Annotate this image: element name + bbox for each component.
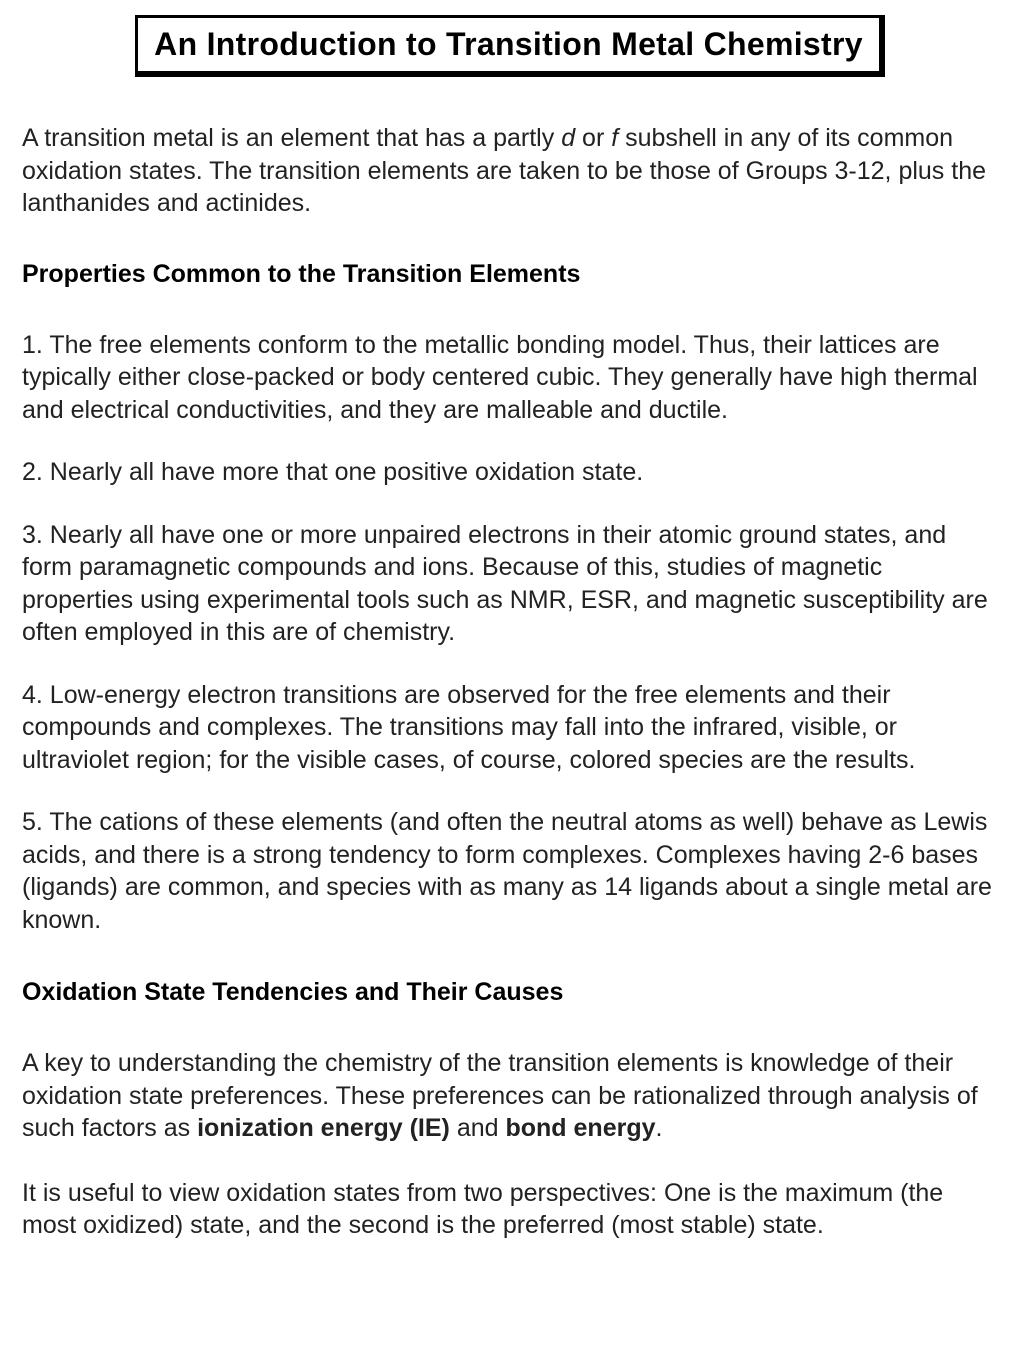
property-item-3: 3. Nearly all have one or more unpaired …: [22, 519, 998, 649]
intro-text-2: or: [575, 124, 611, 152]
section-1-heading: Properties Common to the Transition Elem…: [22, 260, 998, 289]
oxidation-paragraph-2: It is useful to view oxidation states fr…: [22, 1177, 998, 1242]
property-item-4: 4. Low-energy electron transitions are o…: [22, 679, 998, 777]
ox-p1-text-3: .: [656, 1114, 663, 1142]
ox-p1-bold-bond: bond energy: [505, 1114, 655, 1142]
property-item-2: 2. Nearly all have more that one positiv…: [22, 456, 998, 489]
intro-italic-d: d: [561, 124, 575, 152]
page-title: An Introduction to Transition Metal Chem…: [154, 26, 863, 63]
property-item-1: 1. The free elements conform to the meta…: [22, 329, 998, 427]
ox-p1-text-2: and: [450, 1114, 506, 1142]
property-item-5: 5. The cations of these elements (and of…: [22, 806, 998, 936]
intro-text-1: A transition metal is an element that ha…: [22, 124, 561, 152]
title-box: An Introduction to Transition Metal Chem…: [135, 15, 885, 77]
ox-p1-bold-ie: ionization energy (IE): [197, 1114, 450, 1142]
intro-paragraph: A transition metal is an element that ha…: [22, 122, 998, 220]
section-2-heading: Oxidation State Tendencies and Their Cau…: [22, 978, 998, 1007]
oxidation-paragraph-1: A key to understanding the chemistry of …: [22, 1047, 998, 1145]
